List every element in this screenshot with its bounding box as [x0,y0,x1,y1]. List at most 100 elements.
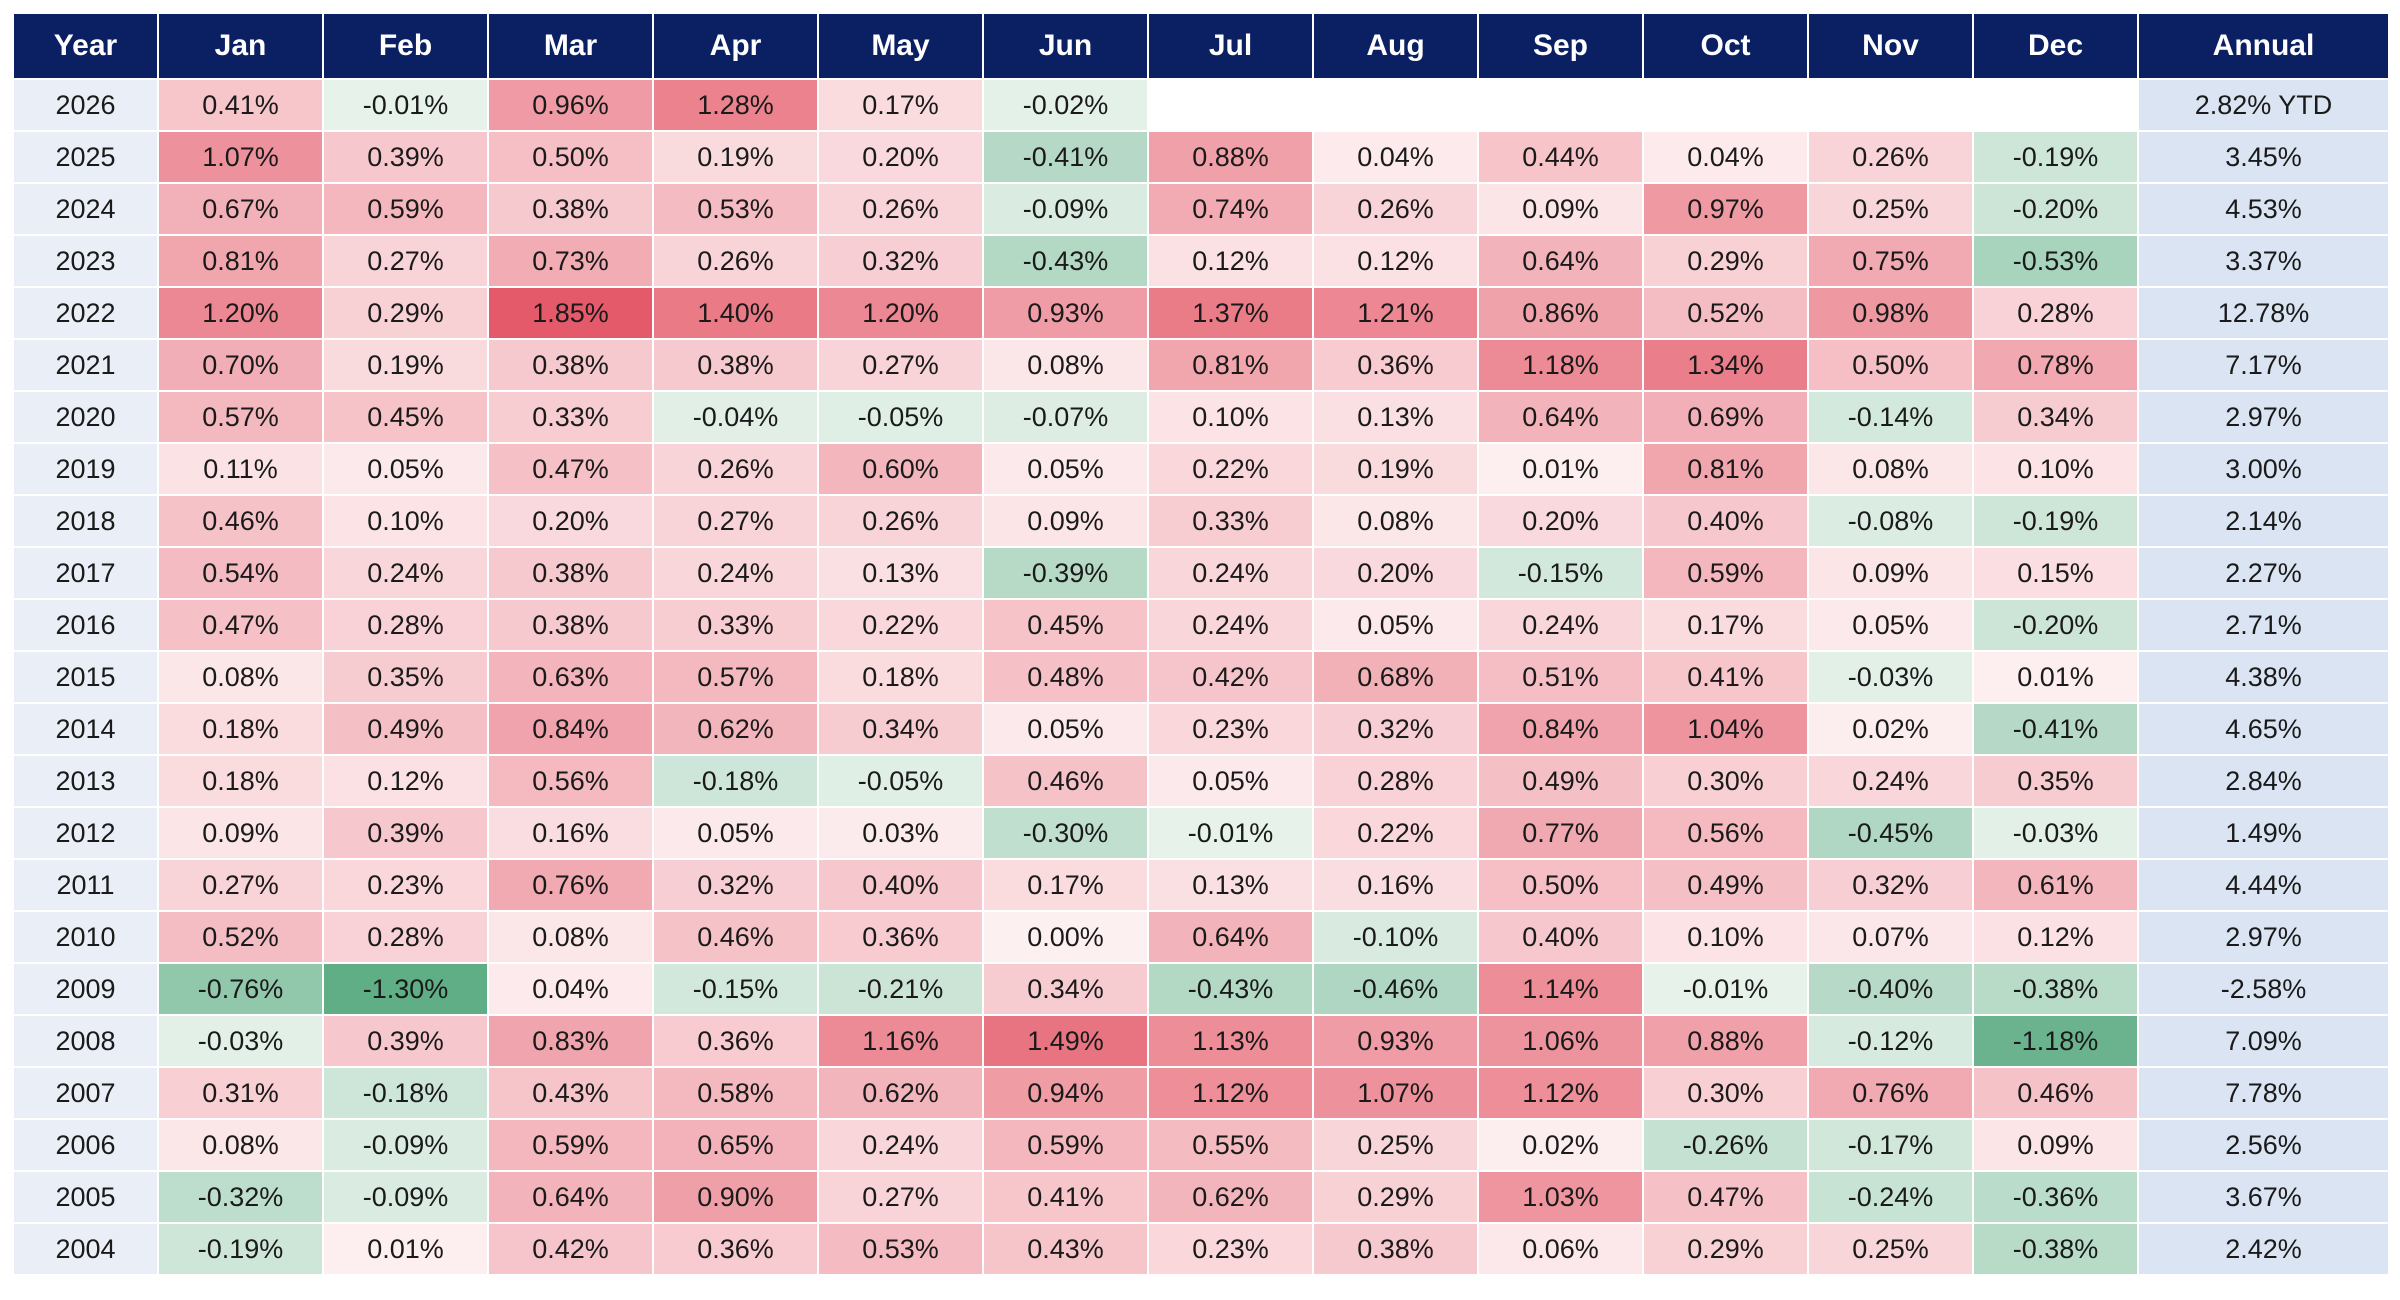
heatmap-cell: 0.02% [1477,1118,1644,1172]
heatmap-cell: 0.12% [1147,234,1314,288]
heatmap-cell: 0.28% [1312,754,1479,808]
heatmap-cell: 0.06% [1477,1222,1644,1276]
heatmap-cell: 0.26% [1312,182,1479,236]
heatmap-cell: 0.64% [1147,910,1314,964]
heatmap-cell: -0.21% [817,962,984,1016]
heatmap-cell: 0.16% [487,806,654,860]
heatmap-cell: 0.46% [157,494,324,548]
heatmap-cell: 0.44% [1477,130,1644,184]
year-cell: 2024 [12,182,159,236]
heatmap-cell: 0.05% [982,442,1149,496]
heatmap-cell: 0.02% [1807,702,1974,756]
heatmap-cell: 0.93% [1312,1014,1479,1068]
heatmap-cell: -0.15% [1477,546,1644,600]
year-cell: 2022 [12,286,159,340]
heatmap-cell: -0.19% [1972,494,2139,548]
heatmap-cell: 0.25% [1807,182,1974,236]
heatmap-cell [1642,78,1809,132]
heatmap-cell: 0.59% [1642,546,1809,600]
returns-heatmap: Year Jan Feb Mar Apr May Jun Jul Aug Sep Oct Nov Dec… [12,12,2388,1288]
heatmap-cell: -0.24% [1807,1170,1974,1224]
heatmap-cell: 0.70% [157,338,324,392]
heatmap-cell: 0.05% [322,442,489,496]
heatmap-cell: -0.53% [1972,234,2139,288]
annual-cell: 3.45% [2137,130,2388,184]
heatmap-cell: 0.46% [982,754,1149,808]
year-cell: 2009 [12,962,159,1016]
heatmap-cell: 0.73% [487,234,654,288]
heatmap-cell: 0.18% [157,754,324,808]
heatmap-cell: 0.47% [157,598,324,652]
heatmap-cell: 0.78% [1972,338,2139,392]
heatmap-cell: 0.26% [817,494,984,548]
heatmap-cell: -0.09% [322,1118,489,1172]
heatmap-cell: 0.10% [322,494,489,548]
annual-cell: 4.44% [2137,858,2388,912]
heatmap-cell: 1.34% [1642,338,1809,392]
heatmap-cell: 0.42% [1147,650,1314,704]
annual-cell: 4.38% [2137,650,2388,704]
heatmap-cell: 0.51% [1477,650,1644,704]
header-month-may: May [817,12,984,80]
heatmap-cell: 0.57% [652,650,819,704]
table-row: 2026 0.41% -0.01% 0.96% 1.28% 0.17% -0.02% 2.82… [12,78,2388,132]
heatmap-cell: -0.02% [982,78,1149,132]
heatmap-cell: 0.54% [157,546,324,600]
heatmap-cell: -0.38% [1972,962,2139,1016]
heatmap-cell: 0.40% [817,858,984,912]
heatmap-cell: 0.38% [652,338,819,392]
heatmap-cell: 0.13% [1147,858,1314,912]
heatmap-cell: -0.08% [1807,494,1974,548]
heatmap-cell: -0.38% [1972,1222,2139,1276]
heatmap-cell: -0.05% [817,390,984,444]
heatmap-cell: -0.03% [1972,806,2139,860]
heatmap-cell: 1.21% [1312,286,1479,340]
year-cell: 2023 [12,234,159,288]
table-row: 2005 -0.32% -0.09% 0.64% 0.90% 0.27% 0.41% 0.62… [12,1170,2388,1224]
table-row: 2013 0.18% 0.12% 0.56% -0.18% -0.05% 0.46% 0.05… [12,754,2388,808]
table-row: 2025 1.07% 0.39% 0.50% 0.19% 0.20% -0.41% 0.88%… [12,130,2388,184]
heatmap-cell: 0.38% [1312,1222,1479,1276]
heatmap-cell: 0.15% [1972,546,2139,600]
heatmap-cell: 0.59% [487,1118,654,1172]
year-cell: 2026 [12,78,159,132]
heatmap-cell: 0.48% [982,650,1149,704]
heatmap-cell: 0.08% [157,650,324,704]
heatmap-cell: 0.05% [1807,598,1974,652]
annual-cell: 3.37% [2137,234,2388,288]
annual-cell: 3.00% [2137,442,2388,496]
heatmap-cell: 0.32% [652,858,819,912]
year-cell: 2025 [12,130,159,184]
annual-cell: 7.17% [2137,338,2388,392]
heatmap-cell: 0.56% [1642,806,1809,860]
heatmap-cell: 0.03% [817,806,984,860]
header-month-apr: Apr [652,12,819,80]
heatmap-cell: 0.28% [322,910,489,964]
heatmap-cell: 0.09% [1807,546,1974,600]
table-row: 2008 -0.03% 0.39% 0.83% 0.36% 1.16% 1.49% 1.13%… [12,1014,2388,1068]
heatmap-cell: 1.06% [1477,1014,1644,1068]
heatmap-cell: 0.53% [652,182,819,236]
table-row: 2020 0.57% 0.45% 0.33% -0.04% -0.05% -0.07% 0.1… [12,390,2388,444]
heatmap-cell [1477,78,1644,132]
heatmap-cell: 0.04% [1312,130,1479,184]
heatmap-cell: -0.04% [652,390,819,444]
heatmap-cell: 0.96% [487,78,654,132]
heatmap-cell: 0.50% [1807,338,1974,392]
heatmap-cell: 0.29% [1312,1170,1479,1224]
heatmap-cell: 0.35% [322,650,489,704]
heatmap-cell: 0.05% [1312,598,1479,652]
table-row: 2016 0.47% 0.28% 0.38% 0.33% 0.22% 0.45% 0.24% 0… [12,598,2388,652]
heatmap-cell: -0.26% [1642,1118,1809,1172]
heatmap-cell: 0.17% [982,858,1149,912]
heatmap-cell: 0.07% [1807,910,1974,964]
heatmap-cell: 0.18% [157,702,324,756]
heatmap-cell: -0.12% [1807,1014,1974,1068]
table-row: 2014 0.18% 0.49% 0.84% 0.62% 0.34% 0.05% 0.23% 0… [12,702,2388,756]
heatmap-cell: 0.49% [1477,754,1644,808]
heatmap-cell: 0.60% [817,442,984,496]
heatmap-cell: 0.19% [652,130,819,184]
heatmap-cell: 1.13% [1147,1014,1314,1068]
year-cell: 2013 [12,754,159,808]
annual-cell: 2.84% [2137,754,2388,808]
